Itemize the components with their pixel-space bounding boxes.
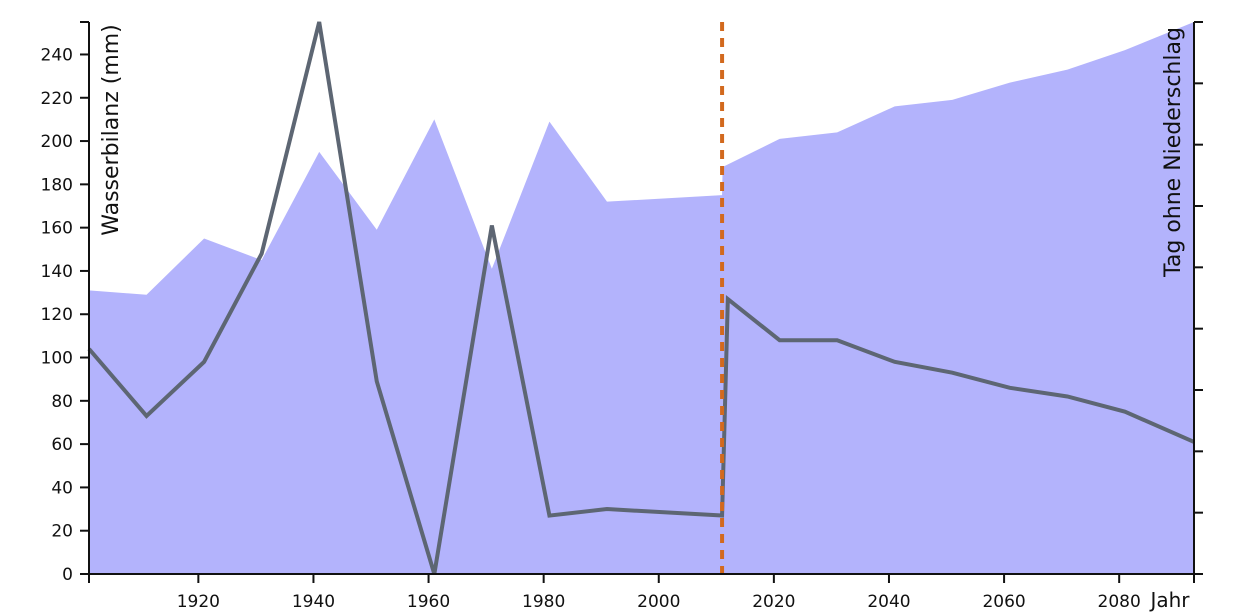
y-left-tick-label-100: 100	[41, 349, 73, 369]
area-layer	[89, 22, 1194, 574]
y-axis-left-title: Wasserbilanz (mm)	[99, 24, 124, 236]
y-left-tick-label-120: 120	[41, 305, 73, 325]
y-left-tick-label-20: 20	[51, 522, 73, 542]
x-tick-label-1980: 1980	[522, 592, 565, 612]
x-axis-title: Jahr	[1148, 588, 1190, 612]
y-left-tick-label-0: 0	[62, 565, 73, 585]
y-left-tick-label-160: 160	[41, 219, 73, 239]
x-tick-label-2080: 2080	[1098, 592, 1141, 612]
y-left-tick-label-180: 180	[41, 175, 73, 195]
x-tick-label-2040: 2040	[867, 592, 910, 612]
y-left-tick-label-240: 240	[41, 45, 73, 65]
y-left-tick-label-140: 140	[41, 262, 73, 282]
line-series-1	[87, 21, 1195, 575]
y-left-tick-label-220: 220	[41, 89, 73, 109]
x-tick-label-1920: 1920	[177, 592, 220, 612]
area-series-0	[89, 22, 1194, 574]
x-tick-label-2000: 2000	[637, 592, 680, 612]
y-axis-right-title: Tag ohne Niederschlag	[1161, 27, 1186, 278]
x-tick-label-1960: 1960	[407, 592, 450, 612]
y-left-tick-label-80: 80	[51, 392, 73, 412]
y-left-tick-label-40: 40	[51, 478, 73, 498]
y-left-tick-label-60: 60	[51, 435, 73, 455]
y-left-tick-label-200: 200	[41, 132, 73, 152]
x-tick-label-2060: 2060	[982, 592, 1025, 612]
x-tick-label-2020: 2020	[752, 592, 795, 612]
x-tick-label-1940: 1940	[292, 592, 335, 612]
